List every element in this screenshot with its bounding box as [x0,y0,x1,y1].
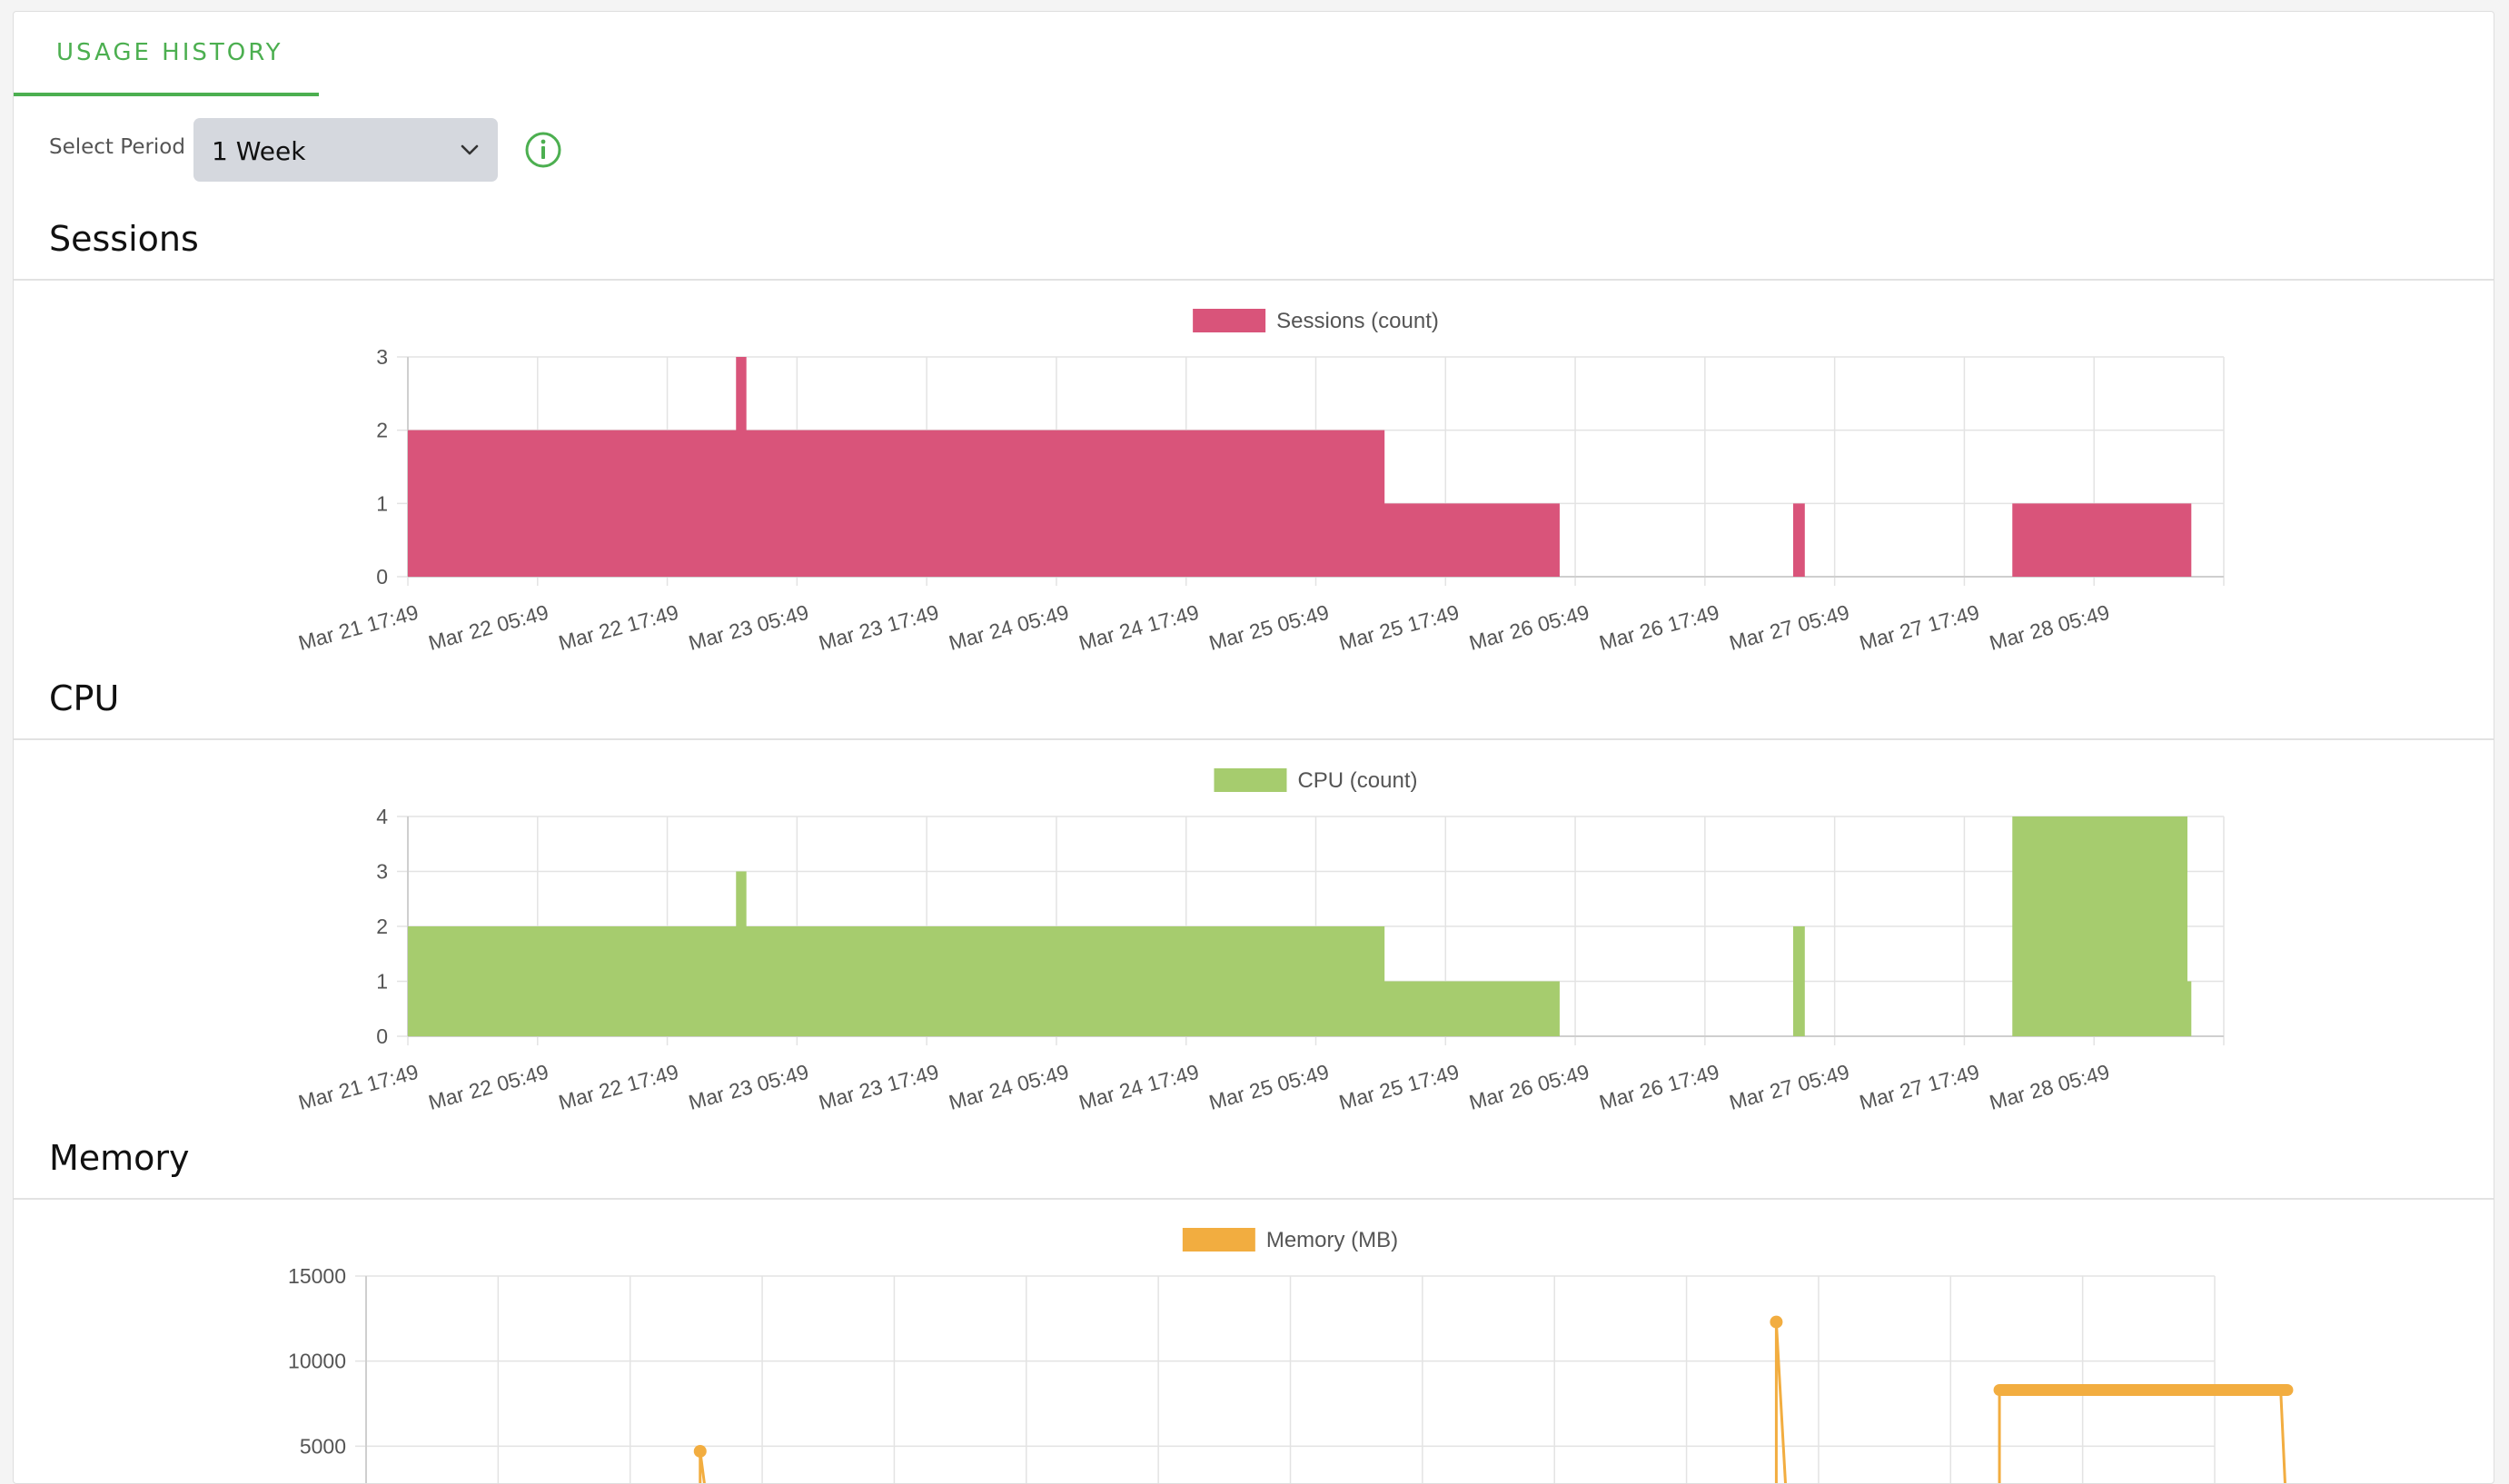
sessions-x-tick-label: Mar 25 17:49 [1336,600,1462,655]
sessions-x-tick-label: Mar 21 17:49 [296,600,421,655]
cpu-divider [14,738,2494,740]
cpu-x-tick-label: Mar 23 17:49 [816,1060,941,1114]
sessions-x-tick-label: Mar 25 05:49 [1206,600,1332,655]
sessions-title: Sessions [49,219,199,259]
memory-divider [14,1198,2494,1200]
memory-line-series [1774,1321,1787,1483]
memory-y-tick-label: 5000 [300,1434,346,1458]
cpu-y-tick-label: 2 [376,915,388,938]
period-select-value: 1 Week [212,136,306,166]
sessions-x-tick-label: Mar 27 05:49 [1727,600,1852,655]
cpu-x-tick-label: Mar 25 17:49 [1336,1060,1462,1114]
sessions-x-tick-label: Mar 23 05:49 [686,600,811,655]
cpu-x-tick-label: Mar 21 17:49 [296,1060,421,1114]
sessions-x-tick-label: Mar 26 17:49 [1597,600,1722,655]
sessions-chart: Sessions (count) 0 1 2 3 Mar 21 17:49 Mar 22 0… [296,309,2225,655]
tab-usage-history[interactable]: USAGE HISTORY [14,12,319,96]
sessions-y-tick-label: 1 [376,491,388,515]
cpu-title: CPU [49,678,120,718]
sessions-x-tick-label: Mar 22 05:49 [426,600,551,655]
cpu-area-series [408,816,2192,1036]
sessions-x-tick-label: Mar 24 05:49 [947,600,1072,655]
sessions-y-tick-label: 2 [376,419,388,442]
cpu-y-tick-label: 0 [376,1024,388,1048]
memory-y-tick-label: 10000 [288,1350,346,1373]
cpu-y-tick-label: 3 [376,860,388,884]
cpu-x-tick-label: Mar 24 17:49 [1076,1060,1202,1114]
cpu-chart: CPU (count) 0 1 2 3 4 Mar 21 17:49 Mar 22 05:49… [296,768,2225,1114]
memory-data-point [693,1444,707,1458]
select-period-label: Select Period [49,135,185,159]
sessions-y-tick-label: 3 [376,345,388,369]
sessions-x-tick-label: Mar 23 17:49 [816,600,941,655]
info-circle-icon[interactable] [523,130,563,170]
sessions-x-tick-label: Mar 22 17:49 [556,600,681,655]
cpu-y-tick-label: 4 [376,805,388,828]
cpu-x-tick-label: Mar 26 17:49 [1597,1060,1722,1114]
cpu-legend-swatch [1214,768,1287,792]
cpu-x-tick-label: Mar 27 05:49 [1727,1060,1852,1114]
cpu-legend-label: CPU (count) [1297,768,1417,793]
period-select[interactable]: 1 Week [193,118,498,182]
cpu-x-tick-label: Mar 23 05:49 [686,1060,811,1114]
sessions-x-tick-label: Mar 26 05:49 [1466,600,1592,655]
sessions-divider [14,279,2494,281]
cpu-x-tick-label: Mar 28 05:49 [1987,1060,2112,1114]
cpu-x-tick-label: Mar 24 05:49 [947,1060,1072,1114]
memory-title: Memory [49,1138,190,1178]
memory-chart: Memory (MB) 5000 10000 15000 [288,1228,2294,1483]
memory-legend-swatch [1182,1228,1255,1252]
sessions-y-tick-label: 0 [376,565,388,589]
tab-usage-history-label: USAGE HISTORY [56,39,283,66]
sessions-x-tick-label: Mar 28 05:49 [1987,600,2112,655]
sessions-legend-label: Sessions (count) [1276,309,1439,333]
chevron-down-icon [458,138,481,166]
memory-data-point [1770,1315,1783,1329]
sessions-legend-swatch [1193,309,1266,332]
cpu-x-tick-label: Mar 27 17:49 [1857,1060,1982,1114]
sessions-x-tick-label: Mar 24 17:49 [1076,600,1202,655]
cpu-x-tick-label: Mar 25 05:49 [1206,1060,1332,1114]
cpu-x-tick-label: Mar 22 05:49 [426,1060,551,1114]
sessions-area-series [408,357,2192,577]
memory-line-series [1998,1389,2286,1483]
cpu-x-tick-label: Mar 22 17:49 [556,1060,681,1114]
cpu-x-tick-label: Mar 26 05:49 [1466,1060,1592,1114]
sessions-x-tick-label: Mar 27 17:49 [1857,600,1982,655]
usage-panel: USAGE HISTORY Select Period 1 Week Sessi… [13,11,2494,1484]
cpu-y-tick-label: 1 [376,970,388,994]
memory-y-tick-label: 15000 [288,1264,346,1288]
memory-legend-label: Memory (MB) [1266,1228,1398,1252]
